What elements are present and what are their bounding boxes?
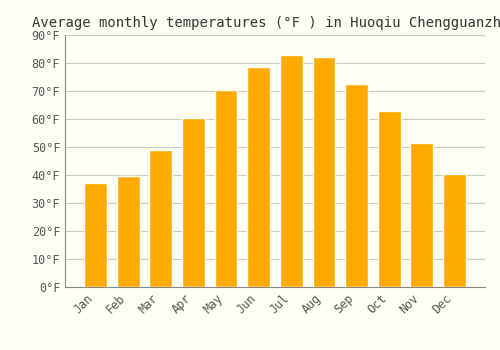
Bar [116, 176, 140, 287]
Bar [182, 118, 205, 287]
Bar [248, 67, 270, 287]
Bar [378, 111, 400, 287]
Bar [150, 150, 172, 287]
Bar [443, 174, 466, 287]
Bar [312, 57, 336, 287]
Bar [280, 55, 302, 287]
Bar [345, 84, 368, 287]
Bar [214, 90, 238, 287]
Title: Average monthly temperatures (°F ) in Huoqiu Chengguanzhen: Average monthly temperatures (°F ) in Hu… [32, 16, 500, 30]
Bar [84, 183, 107, 287]
Bar [410, 143, 434, 287]
